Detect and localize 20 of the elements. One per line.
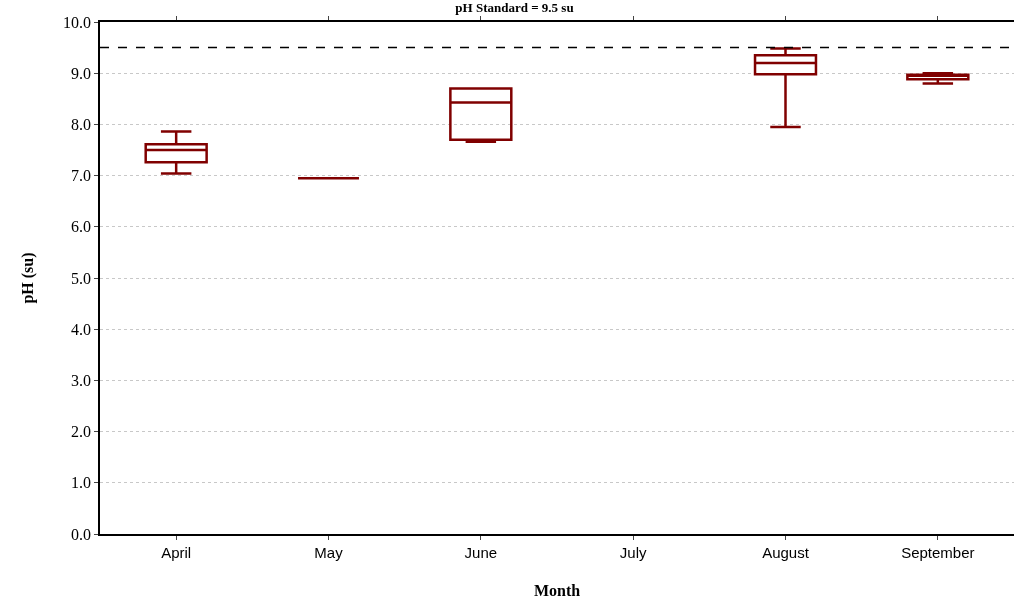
y-tick-label: 8.0 <box>71 116 92 133</box>
x-tick-label: July <box>619 543 647 561</box>
y-tick-label: 1.0 <box>71 474 92 492</box>
y-tick-label: 0.0 <box>71 525 92 543</box>
y-tick-label: 3.0 <box>71 372 92 389</box>
y-tick-label: 9.0 <box>71 64 92 82</box>
chart-title: pH Standard = 9.5 su <box>455 0 574 16</box>
y-tick-label: 4.0 <box>71 320 92 338</box>
y-tick-label: 6.0 <box>71 218 92 236</box>
x-tick-label: April <box>161 543 192 561</box>
x-tick-label: June <box>464 543 498 561</box>
x-tick-label: August <box>762 543 810 561</box>
x-axis-title: Month <box>533 581 581 599</box>
y-tick-label: 7.0 <box>71 167 92 185</box>
x-tick-label: September <box>901 543 975 561</box>
y-axis-title: pH (su) <box>19 252 38 304</box>
y-tick-label: 10.0 <box>63 13 92 31</box>
x-tick-label: May <box>314 543 344 561</box>
y-tick-label: 2.0 <box>71 423 92 441</box>
y-tick-label: 5.0 <box>71 269 92 287</box>
